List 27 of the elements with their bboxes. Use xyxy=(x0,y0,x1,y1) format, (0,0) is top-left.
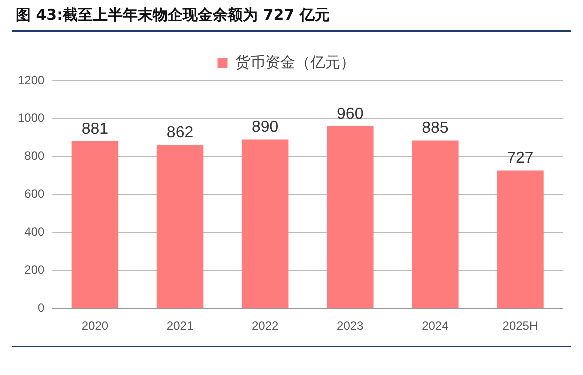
legend-label: 货币资金（亿元） xyxy=(235,53,356,72)
data-label: 862 xyxy=(166,124,194,142)
x-tick-label: 2025H xyxy=(502,319,538,334)
bar xyxy=(497,170,544,308)
y-tick-label: 400 xyxy=(24,225,46,240)
x-tick-label: 2023 xyxy=(337,319,364,334)
y-tick-label: 800 xyxy=(24,149,46,164)
bar xyxy=(242,140,289,308)
x-tick-label: 2024 xyxy=(422,319,450,334)
y-tick-label: 1200 xyxy=(18,73,46,88)
x-tick-label: 2022 xyxy=(252,319,279,334)
bar xyxy=(156,145,204,308)
data-label: 881 xyxy=(82,120,109,138)
bar xyxy=(72,142,119,308)
chart-title: 图 43:截至上半年末物企现金余额为 727 亿元 xyxy=(15,5,331,26)
x-tick-label: 2020 xyxy=(82,319,109,334)
y-tick-label: 200 xyxy=(24,262,46,277)
x-tick-label: 2021 xyxy=(166,319,194,334)
data-label: 885 xyxy=(422,120,449,138)
y-tick-label: 1000 xyxy=(18,111,46,126)
data-label: 890 xyxy=(252,119,279,136)
y-tick-label: 600 xyxy=(24,187,46,202)
data-label: 960 xyxy=(337,106,364,123)
data-label: 727 xyxy=(507,150,534,168)
bar xyxy=(326,126,374,308)
y-tick-label: 0 xyxy=(38,300,46,315)
bar xyxy=(412,140,459,308)
